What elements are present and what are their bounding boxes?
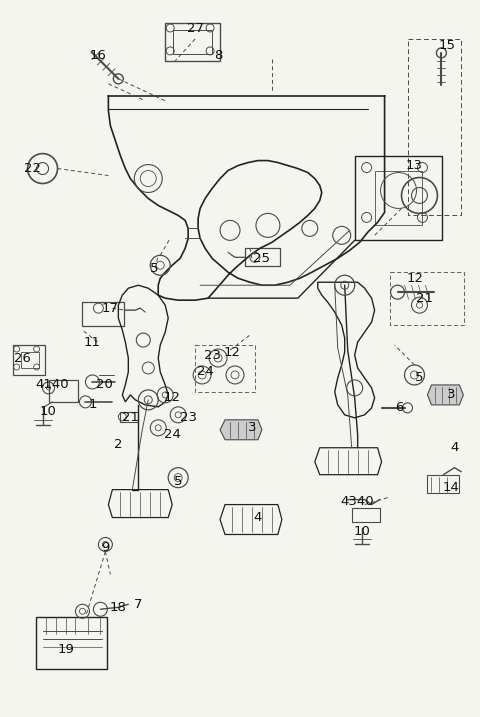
Polygon shape	[428, 385, 463, 405]
Bar	[48, 380, 78, 402]
Text: 7: 7	[134, 598, 143, 611]
Bar	[36, 617, 108, 669]
Text: 18: 18	[110, 601, 127, 614]
Bar	[21, 352, 38, 368]
Text: 23: 23	[180, 412, 197, 424]
Text: 19: 19	[57, 642, 74, 655]
Text: 3: 3	[447, 389, 456, 402]
Text: 13: 13	[406, 159, 423, 172]
Text: 3: 3	[248, 422, 256, 435]
Text: 10: 10	[353, 525, 370, 538]
Bar	[245, 248, 280, 266]
Text: 4: 4	[450, 441, 458, 455]
Text: 4340: 4340	[341, 495, 374, 508]
Text: 22: 22	[24, 162, 41, 175]
Text: 12: 12	[407, 272, 424, 285]
Text: 15: 15	[439, 39, 456, 52]
Text: 16: 16	[90, 49, 107, 62]
Text: 8: 8	[214, 49, 222, 62]
Text: 26: 26	[14, 351, 31, 364]
Text: 12: 12	[164, 391, 180, 404]
Bar	[355, 156, 443, 240]
Bar	[428, 475, 459, 493]
Bar	[83, 302, 124, 326]
Bar	[165, 23, 220, 61]
Text: 2: 2	[114, 438, 122, 451]
Text: 6: 6	[396, 402, 404, 414]
Text: 11: 11	[84, 336, 101, 348]
Text: 4: 4	[254, 511, 262, 524]
Text: 21: 21	[122, 412, 139, 424]
Text: 20: 20	[96, 379, 113, 391]
Text: 12: 12	[224, 346, 240, 358]
Text: 5: 5	[415, 371, 424, 384]
Text: 25: 25	[253, 252, 270, 265]
Bar	[12, 345, 45, 375]
Text: 23: 23	[204, 348, 221, 361]
Text: 24: 24	[164, 428, 180, 441]
Text: 24: 24	[197, 366, 214, 379]
Text: 17: 17	[102, 302, 119, 315]
Bar	[374, 171, 422, 225]
Text: 21: 21	[416, 292, 433, 305]
Text: 1: 1	[88, 399, 96, 412]
Text: 5: 5	[150, 262, 158, 275]
Text: 14: 14	[443, 481, 460, 494]
Bar	[120, 412, 138, 422]
Text: 9: 9	[101, 541, 109, 554]
Bar	[173, 30, 212, 54]
Text: 4140: 4140	[36, 379, 69, 391]
Polygon shape	[220, 420, 262, 440]
Text: 27: 27	[187, 22, 204, 35]
Text: 5: 5	[174, 475, 182, 488]
Text: 10: 10	[39, 405, 56, 418]
Bar	[352, 508, 380, 521]
